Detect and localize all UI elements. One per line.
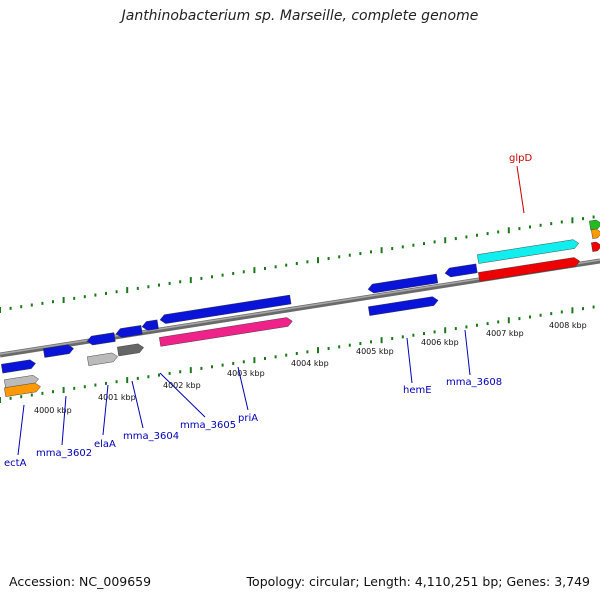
lower-tick-track (0, 305, 595, 403)
topology-value: circular (309, 574, 356, 589)
darkgray-block (117, 343, 144, 357)
gene-label: mma_3604 (123, 431, 179, 442)
gray-block-shape (4, 375, 39, 389)
cds-arrow (159, 294, 292, 324)
pria-arrow-shape (159, 317, 293, 347)
gene-leader-line (17, 404, 25, 456)
green-block-shape (589, 219, 600, 231)
gene-leader-line (516, 165, 525, 214)
cds-arrow-shape (1, 359, 36, 374)
cds-arrow-shape (367, 273, 439, 294)
cds-arrow-shape (86, 332, 116, 346)
scale-label-layer: 4000 kbp 4001 kbp 4002 kbp 4003 kbp 4004 kbp… (34, 321, 587, 415)
cds-arrow-shape (444, 263, 478, 278)
orange-block (591, 228, 600, 239)
genes-value: 3,749 (554, 574, 590, 589)
gene-label: glpD (509, 153, 532, 164)
accession-info: Accession: NC_009659 (9, 574, 151, 589)
accession-value: NC_009659 (79, 574, 152, 589)
gene-label: priA (238, 413, 258, 424)
scale-tick-label: 4004 kbp (291, 359, 329, 368)
gene-label: mma_3608 (446, 377, 502, 388)
orange-block-shape (591, 228, 600, 239)
length-label: Length: (363, 574, 411, 589)
cds-arrow-shape (159, 294, 292, 324)
cyan-arrow (477, 239, 580, 264)
length-value: 4,110,251 bp (414, 574, 499, 589)
gene-leader-line (237, 366, 249, 411)
green-block (589, 219, 600, 231)
scale-tick-label: 4006 kbp (421, 338, 459, 347)
cds-arrow (115, 325, 143, 338)
scale-tick-label: 4008 kbp (549, 321, 587, 330)
cds-arrow-shape (141, 319, 159, 331)
hemE-arrow-shape (368, 296, 439, 316)
orange-arrow-shape (4, 382, 41, 397)
gray-block (4, 375, 39, 389)
gene-label: mma_3605 (180, 420, 236, 431)
gene-leader-line (406, 337, 413, 384)
scale-tick-label: 4003 kbp (227, 369, 265, 378)
cds-arrow (367, 273, 439, 294)
gene-leader-line (464, 329, 471, 376)
gene-leader-line (131, 380, 144, 429)
cds-arrow-shape (43, 344, 74, 358)
upper-tick-track (0, 215, 595, 313)
gene-leader-line (159, 372, 206, 418)
gene-label: mma_3602 (36, 448, 92, 459)
red-block-shape (591, 241, 600, 252)
genes-label: Genes: (506, 574, 551, 589)
scale-tick-label: 4002 kbp (163, 381, 201, 390)
scale-tick-label: 4005 kbp (356, 347, 394, 356)
gene-leader-line (61, 395, 67, 446)
scale-tick-label: 4001 kbp (98, 393, 136, 402)
glpD-arrow (478, 257, 581, 282)
cds-arrow-shape (115, 325, 143, 338)
gray-block (87, 352, 118, 366)
accession-label: Accession: (9, 574, 76, 589)
topology-label: Topology: (246, 574, 306, 589)
gene-leader-line (102, 384, 109, 436)
hemE-arrow (368, 296, 439, 316)
cyan-arrow-shape (477, 239, 580, 264)
scale-tick-label: 4000 kbp (34, 406, 72, 415)
cds-arrow (86, 332, 116, 346)
red-block (591, 241, 600, 252)
genome-summary: Topology: circular; Length: 4,110,251 bp… (246, 574, 590, 589)
cds-arrow (1, 359, 36, 374)
orange-arrow (4, 382, 41, 397)
gene-label: ectA (4, 458, 27, 469)
cds-arrow (444, 263, 478, 278)
gray-block-shape (87, 352, 118, 366)
darkgray-block-shape (117, 343, 144, 357)
cds-arrow (43, 344, 74, 358)
glpD-arrow-shape (478, 257, 581, 282)
gene-label: elaA (94, 439, 116, 450)
page-title: Janthinobacterium sp. Marseille, complet… (121, 8, 479, 24)
scale-tick-label: 4007 kbp (486, 329, 524, 338)
feature-layer (1, 219, 600, 397)
pria-arrow (159, 317, 293, 347)
cds-arrow (141, 319, 159, 331)
gene-label: hemE (403, 385, 432, 396)
